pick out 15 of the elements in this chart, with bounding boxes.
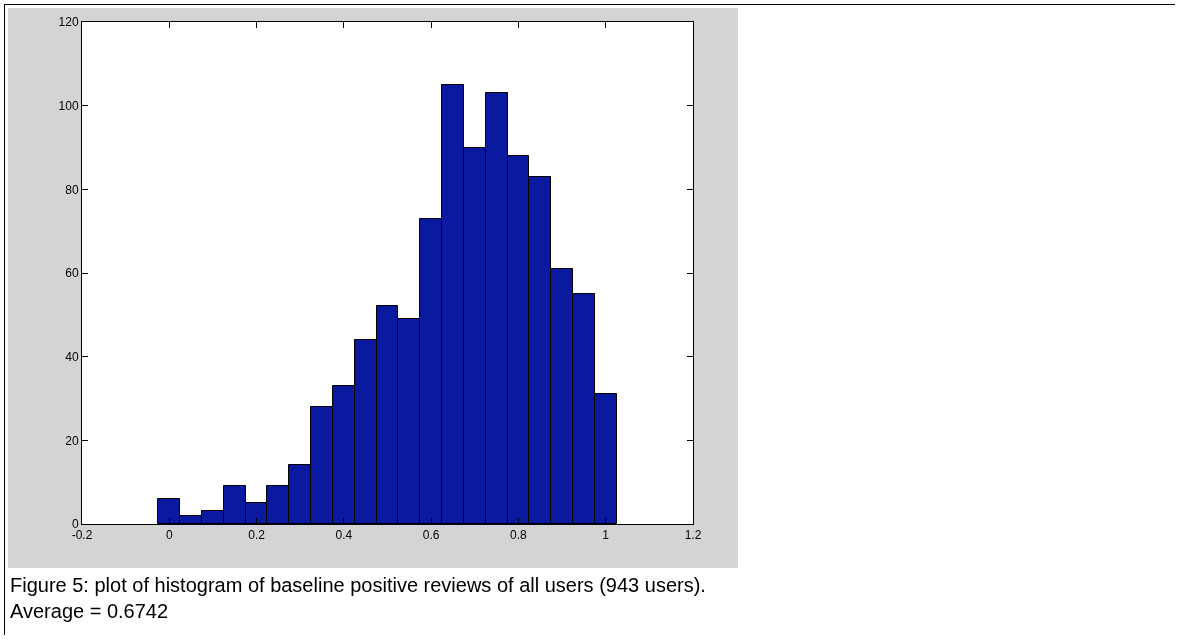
y-tick-label: 100	[58, 98, 79, 113]
x-tick-label: 0	[165, 528, 173, 543]
y-tick-label: 80	[65, 182, 79, 197]
y-tick-label: 120	[58, 15, 79, 30]
caption: Figure 5: plot of histogram of baseline positive reviews of all users (943 users). Average = 0.6742	[10, 573, 707, 624]
y-tick-label: 60	[65, 266, 79, 281]
x-tick-label: -0.2	[71, 528, 93, 543]
x-tick-label: 0.8	[510, 528, 528, 543]
x-tick-label: 0.4	[335, 528, 353, 543]
x-tick-label: 0.2	[248, 528, 266, 543]
x-tick-label: 1	[602, 528, 610, 543]
y-tick-label: 40	[65, 349, 79, 364]
x-tick-label: 1.2	[684, 528, 702, 543]
x-tick-label: 0.6	[422, 528, 440, 543]
y-tick-label: 20	[65, 433, 79, 448]
